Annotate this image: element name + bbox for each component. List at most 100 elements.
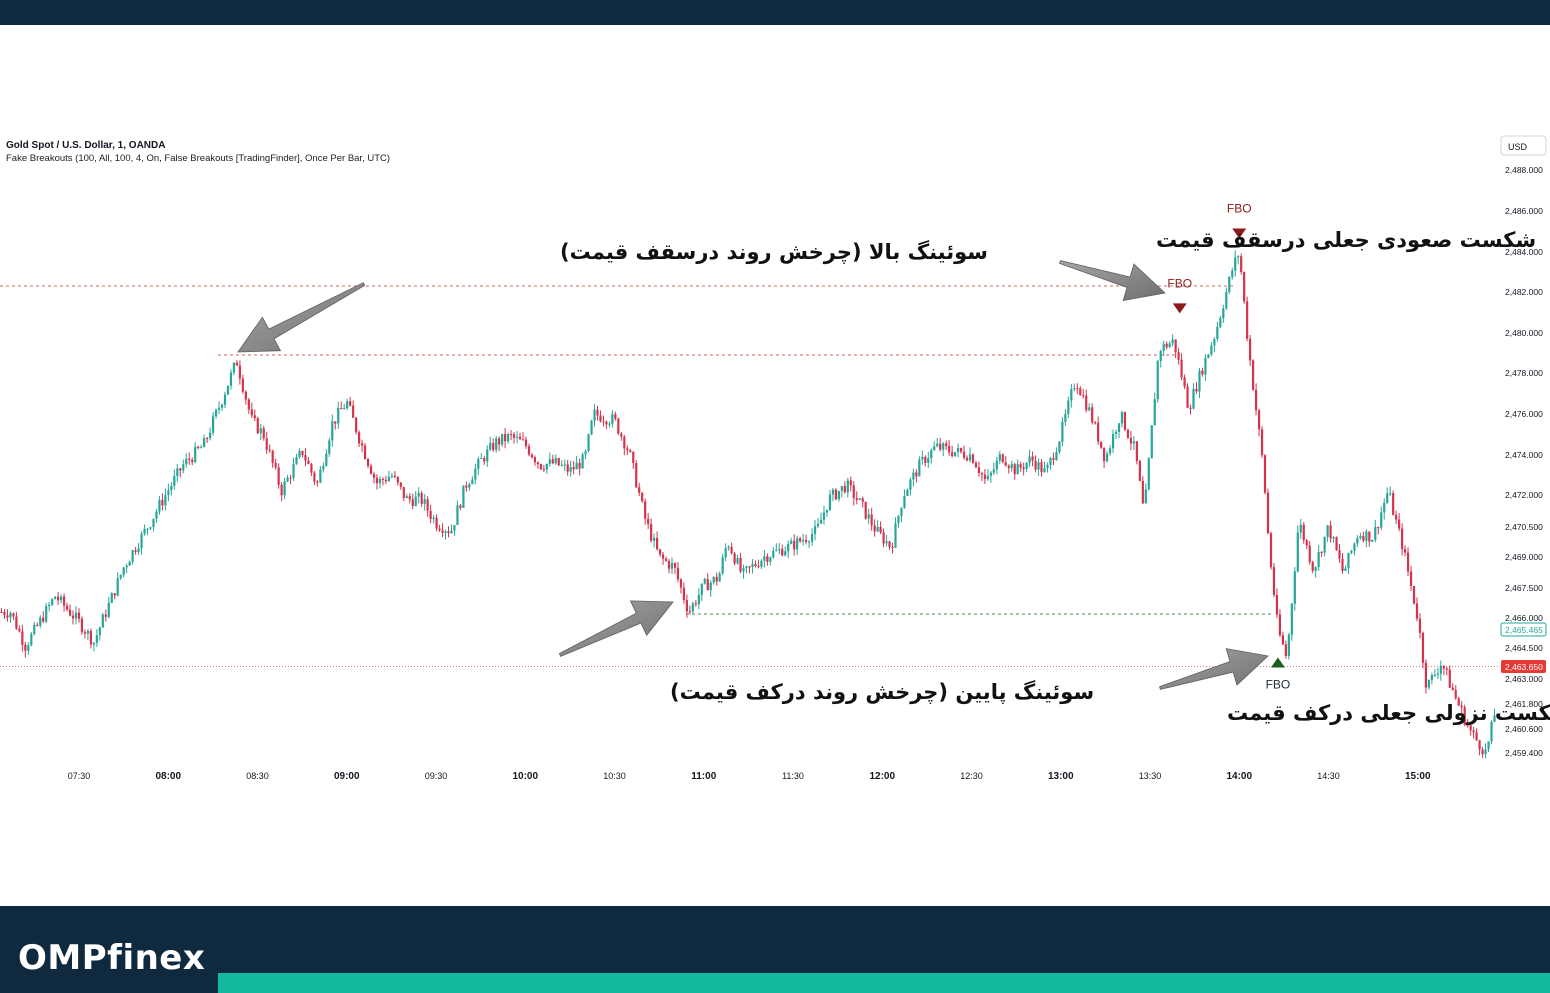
candle bbox=[268, 444, 271, 453]
candle bbox=[772, 547, 775, 559]
candle bbox=[536, 461, 539, 469]
fbo-label: FBO bbox=[1167, 276, 1192, 290]
candle bbox=[459, 504, 462, 511]
candle bbox=[468, 482, 471, 491]
time-tick: 15:00 bbox=[1405, 771, 1431, 782]
candle bbox=[369, 463, 373, 475]
time-tick: 12:00 bbox=[869, 771, 895, 782]
candle bbox=[1493, 708, 1496, 723]
svg-text:USD: USD bbox=[1508, 142, 1528, 152]
candle bbox=[1451, 683, 1454, 691]
candle bbox=[626, 445, 629, 456]
candle bbox=[769, 556, 772, 566]
candle bbox=[1070, 384, 1073, 408]
candle bbox=[274, 458, 277, 470]
candle bbox=[74, 606, 78, 625]
candle bbox=[45, 602, 48, 624]
candle bbox=[30, 631, 33, 647]
candle bbox=[802, 533, 805, 546]
candle bbox=[495, 436, 498, 453]
candle bbox=[435, 514, 438, 532]
candle bbox=[1481, 746, 1484, 758]
candle bbox=[340, 401, 343, 410]
candle bbox=[241, 374, 244, 394]
candle bbox=[1380, 506, 1383, 531]
candle bbox=[1117, 422, 1121, 439]
candle bbox=[423, 494, 426, 511]
candle bbox=[89, 628, 92, 649]
candle bbox=[1472, 726, 1475, 739]
candle bbox=[521, 432, 525, 441]
brand-logo: OMPfinex bbox=[18, 938, 206, 978]
time-tick: 14:00 bbox=[1226, 771, 1252, 782]
candle bbox=[1189, 404, 1192, 415]
time-tick: 09:00 bbox=[334, 771, 360, 782]
candle bbox=[885, 535, 888, 547]
candle bbox=[134, 546, 137, 555]
candle bbox=[900, 507, 903, 523]
candle bbox=[1314, 566, 1317, 578]
candle bbox=[390, 472, 393, 479]
candle bbox=[113, 593, 116, 600]
fbo-label: FBO bbox=[1227, 202, 1252, 216]
candle bbox=[813, 519, 817, 541]
candle bbox=[578, 458, 581, 476]
candle bbox=[310, 462, 313, 477]
candle bbox=[325, 449, 328, 467]
candle bbox=[489, 436, 492, 452]
candle bbox=[1207, 353, 1210, 359]
candle bbox=[664, 556, 668, 562]
fbo-down-marker bbox=[1232, 228, 1247, 239]
candle bbox=[1386, 487, 1389, 504]
candle bbox=[235, 360, 239, 366]
time-tick: 12:30 bbox=[960, 771, 983, 781]
candle bbox=[1120, 410, 1124, 428]
candle bbox=[1079, 386, 1082, 396]
candle bbox=[1171, 334, 1174, 347]
candle bbox=[286, 474, 289, 483]
candle bbox=[1114, 429, 1118, 440]
candle bbox=[1320, 550, 1323, 557]
candle bbox=[3, 609, 6, 619]
candle bbox=[9, 611, 12, 623]
candle bbox=[1025, 462, 1028, 473]
candle bbox=[1401, 523, 1404, 556]
candle bbox=[384, 475, 388, 485]
candle bbox=[1141, 476, 1144, 505]
candle bbox=[733, 551, 736, 566]
bottom-accent-strip bbox=[218, 973, 1550, 993]
price-tick: 2,467.500 bbox=[1505, 583, 1543, 593]
chart-header: Gold Spot / U.S. Dollar, 1, OANDA Fake B… bbox=[6, 140, 390, 165]
price-tick: 2,474.000 bbox=[1505, 450, 1543, 460]
candle bbox=[590, 419, 593, 436]
price-tick: 2,484.000 bbox=[1505, 247, 1543, 257]
price-tick: 2,482.000 bbox=[1505, 287, 1543, 297]
candle bbox=[54, 596, 57, 600]
candle bbox=[355, 416, 358, 435]
candle bbox=[51, 598, 54, 607]
candle bbox=[1392, 490, 1395, 516]
candle bbox=[408, 492, 411, 504]
fake-bull-breakout-arrow bbox=[1059, 260, 1166, 302]
candle bbox=[399, 481, 402, 490]
candle bbox=[1356, 535, 1359, 547]
candle bbox=[936, 437, 939, 448]
candle bbox=[751, 558, 754, 574]
candle bbox=[206, 436, 209, 443]
candle bbox=[1159, 349, 1162, 368]
candle bbox=[1073, 383, 1076, 392]
price-tick: 2,469.000 bbox=[1505, 552, 1543, 562]
candle bbox=[1257, 408, 1261, 437]
candle bbox=[283, 477, 286, 500]
price-tick: 2,463.000 bbox=[1505, 674, 1543, 684]
candle bbox=[1442, 665, 1445, 676]
candle bbox=[1305, 538, 1308, 550]
candle bbox=[1415, 597, 1419, 622]
candle bbox=[641, 491, 644, 503]
candle bbox=[858, 498, 861, 501]
candle bbox=[793, 534, 796, 556]
candle bbox=[596, 405, 599, 421]
candle bbox=[137, 542, 140, 556]
candle bbox=[363, 442, 367, 460]
candle bbox=[1269, 531, 1273, 570]
